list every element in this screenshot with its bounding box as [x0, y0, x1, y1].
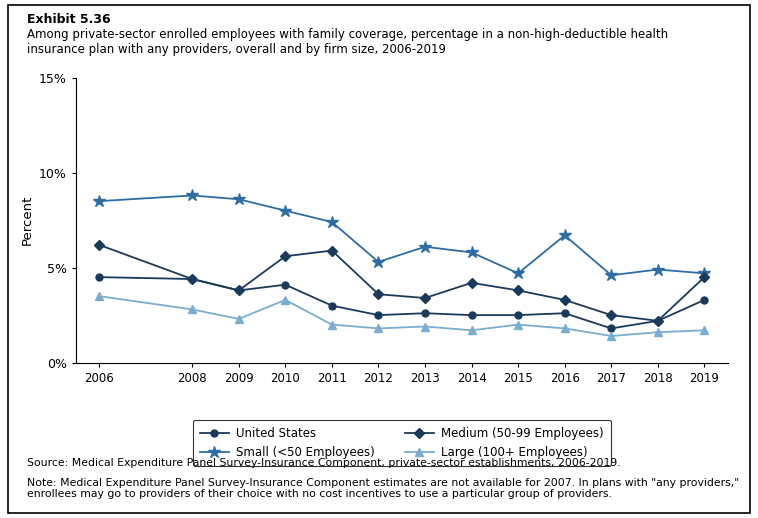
Y-axis label: Percent: Percent — [20, 195, 33, 246]
Text: Among private-sector enrolled employees with family coverage, percentage in a no: Among private-sector enrolled employees … — [27, 28, 668, 56]
Text: Exhibit 5.36: Exhibit 5.36 — [27, 13, 110, 26]
Text: Note: Medical Expenditure Panel Survey-Insurance Component estimates are not ava: Note: Medical Expenditure Panel Survey-I… — [27, 478, 738, 499]
Text: Source: Medical Expenditure Panel Survey-Insurance Component, private-sector est: Source: Medical Expenditure Panel Survey… — [27, 458, 620, 468]
Legend: United States, Small (<50 Employees), Medium (50-99 Employees), Large (100+ Empl: United States, Small (<50 Employees), Me… — [193, 420, 611, 466]
